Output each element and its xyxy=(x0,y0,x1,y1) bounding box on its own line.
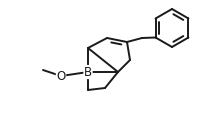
Text: B: B xyxy=(84,66,92,78)
Text: O: O xyxy=(56,69,66,83)
